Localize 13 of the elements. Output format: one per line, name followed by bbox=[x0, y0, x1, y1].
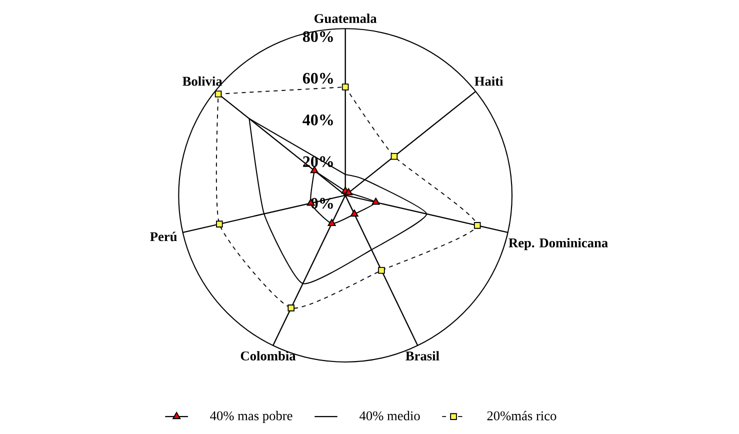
spoke-label: Colombia bbox=[240, 351, 296, 360]
spoke-label: Haiti bbox=[474, 76, 504, 86]
legend-label: 40% medio bbox=[360, 410, 420, 420]
spoke-label: Rep. Dominicana bbox=[508, 238, 608, 250]
y-tick-label: 40% bbox=[302, 114, 333, 126]
y-tick-label: 80% bbox=[302, 31, 333, 42]
y-tick-label: 60% bbox=[302, 72, 333, 84]
legend-label: 40% mas pobre bbox=[210, 410, 292, 424]
spoke-label: Perú bbox=[150, 232, 177, 242]
spoke-label: Brasil bbox=[406, 351, 440, 360]
legend-label: 20%más rico bbox=[487, 410, 556, 420]
spoke-label: Guatemala bbox=[314, 14, 377, 24]
spoke-label: Bolivia bbox=[182, 76, 222, 86]
